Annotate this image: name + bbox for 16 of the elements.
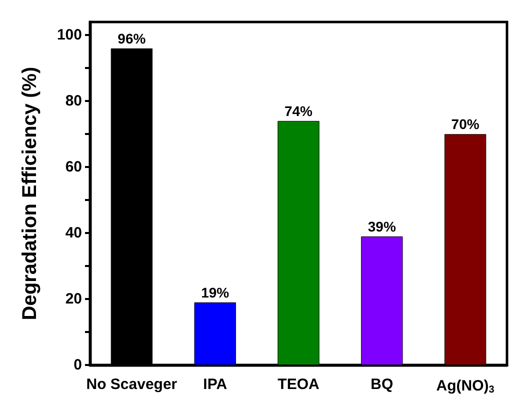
data-label: 74%: [284, 102, 314, 119]
y-tick-label: 40: [65, 224, 82, 242]
y-tick-label: 80: [65, 92, 82, 110]
data-label: 39%: [368, 218, 396, 234]
x-tick-label: BQ: [370, 376, 394, 393]
y-tick-label: 20: [65, 290, 82, 308]
y-axis-title: Degradation Efficiency (%): [19, 66, 41, 320]
y-tick-label: 60: [65, 158, 82, 176]
y-tick-label: 0: [74, 356, 82, 374]
x-tick-label: No Scaveger: [86, 376, 178, 393]
data-label: 70%: [451, 116, 480, 132]
data-label: 96%: [118, 30, 146, 46]
x-tick-label: TEOA: [278, 376, 320, 393]
y-tick-label: 100: [56, 26, 82, 44]
data-label: 19%: [201, 284, 230, 300]
x-tick-label: IPA: [203, 376, 228, 393]
